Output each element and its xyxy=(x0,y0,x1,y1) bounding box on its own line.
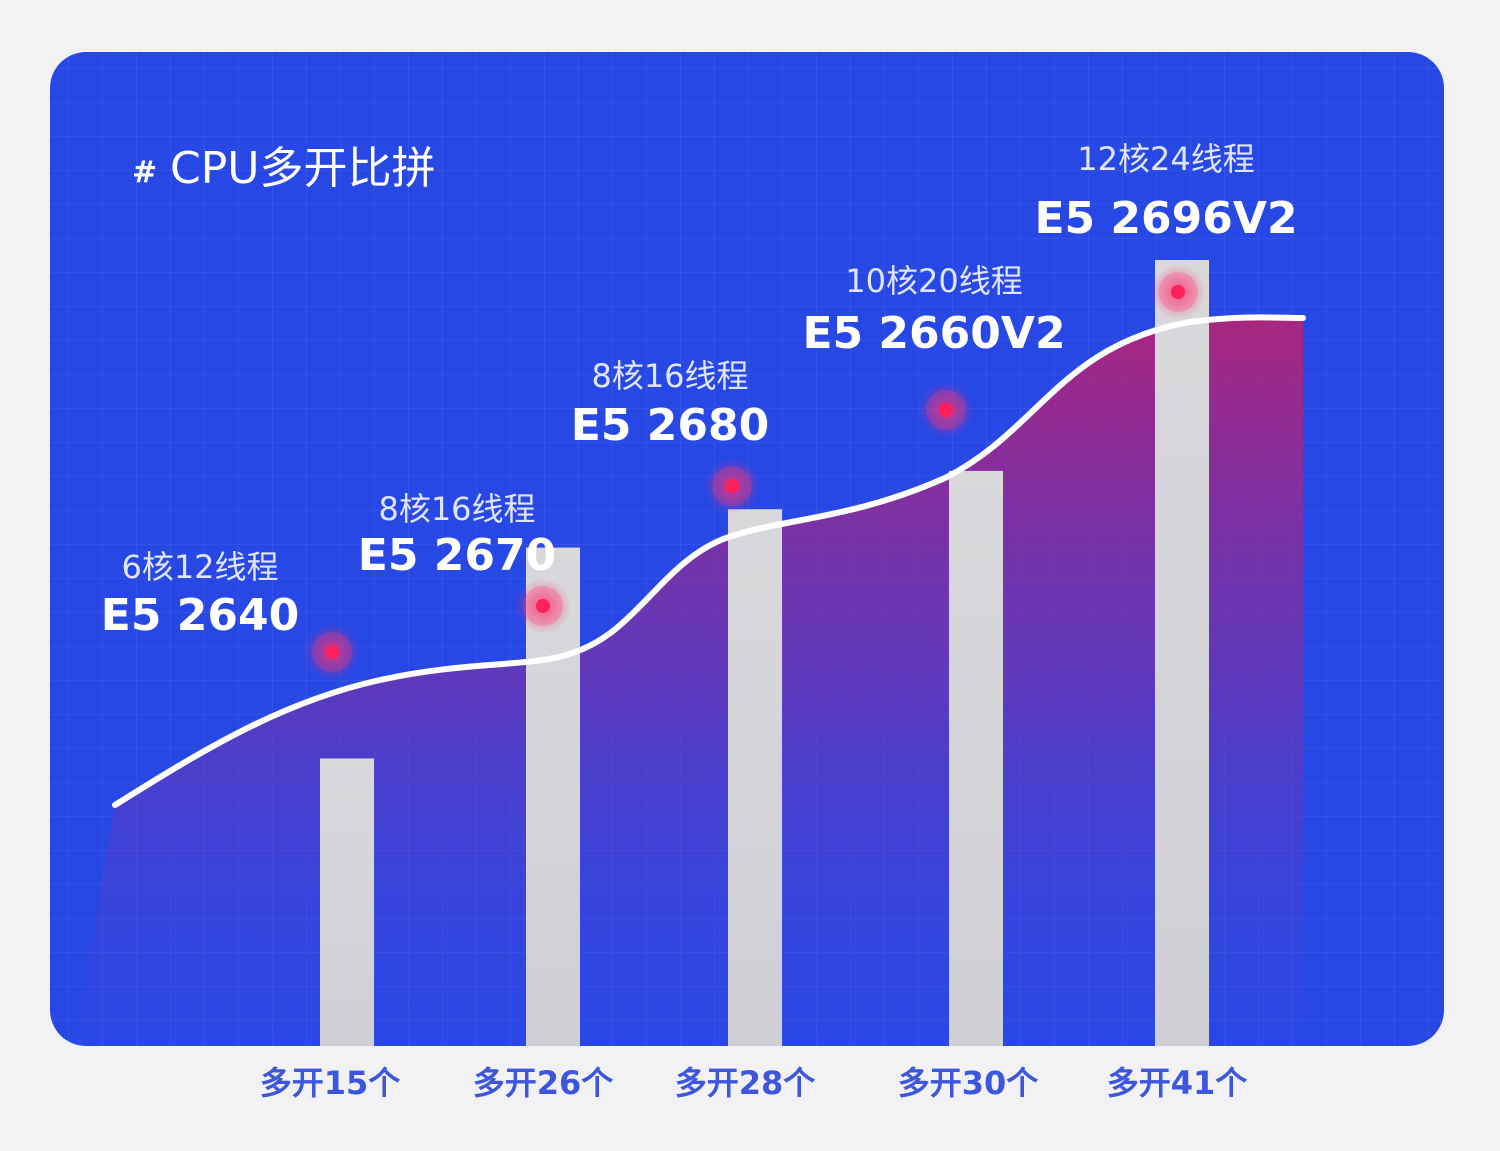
processor-model-1: E5 2640 xyxy=(101,590,299,641)
marker-3 xyxy=(704,458,760,514)
processor-spec-5: 12核24线程 xyxy=(1077,140,1254,178)
category-label-4: 多开30个 xyxy=(898,1064,1039,1102)
bar-1 xyxy=(320,758,374,1046)
processor-spec-2: 8核16线程 xyxy=(378,490,535,528)
processor-spec-4: 10核20线程 xyxy=(845,262,1022,300)
marker-5 xyxy=(1150,264,1206,320)
processor-model-3: E5 2680 xyxy=(571,400,769,451)
category-label-1: 多开15个 xyxy=(260,1064,401,1102)
chart-title-prefix: # xyxy=(132,155,157,190)
processor-model-4: E5 2660V2 xyxy=(802,308,1065,359)
chart-title: # CPU多开比拼 xyxy=(132,143,435,194)
processor-model-5: E5 2696V2 xyxy=(1034,193,1297,244)
bar-3 xyxy=(728,509,782,1047)
chart-title-text: CPU多开比拼 xyxy=(170,143,435,194)
category-label-3: 多开28个 xyxy=(675,1064,816,1102)
marker-4 xyxy=(918,382,974,438)
marker-1 xyxy=(304,624,360,680)
bar-4 xyxy=(949,470,1003,1047)
category-label-2: 多开26个 xyxy=(473,1064,614,1102)
bar-5 xyxy=(1155,260,1209,1047)
marker-2 xyxy=(515,578,571,634)
processor-model-2: E5 2670 xyxy=(358,530,556,581)
processor-spec-1: 6核12线程 xyxy=(121,548,278,586)
category-label-5: 多开41个 xyxy=(1107,1064,1248,1102)
processor-spec-3: 8核16线程 xyxy=(591,357,748,395)
trend-curve xyxy=(112,314,1306,808)
